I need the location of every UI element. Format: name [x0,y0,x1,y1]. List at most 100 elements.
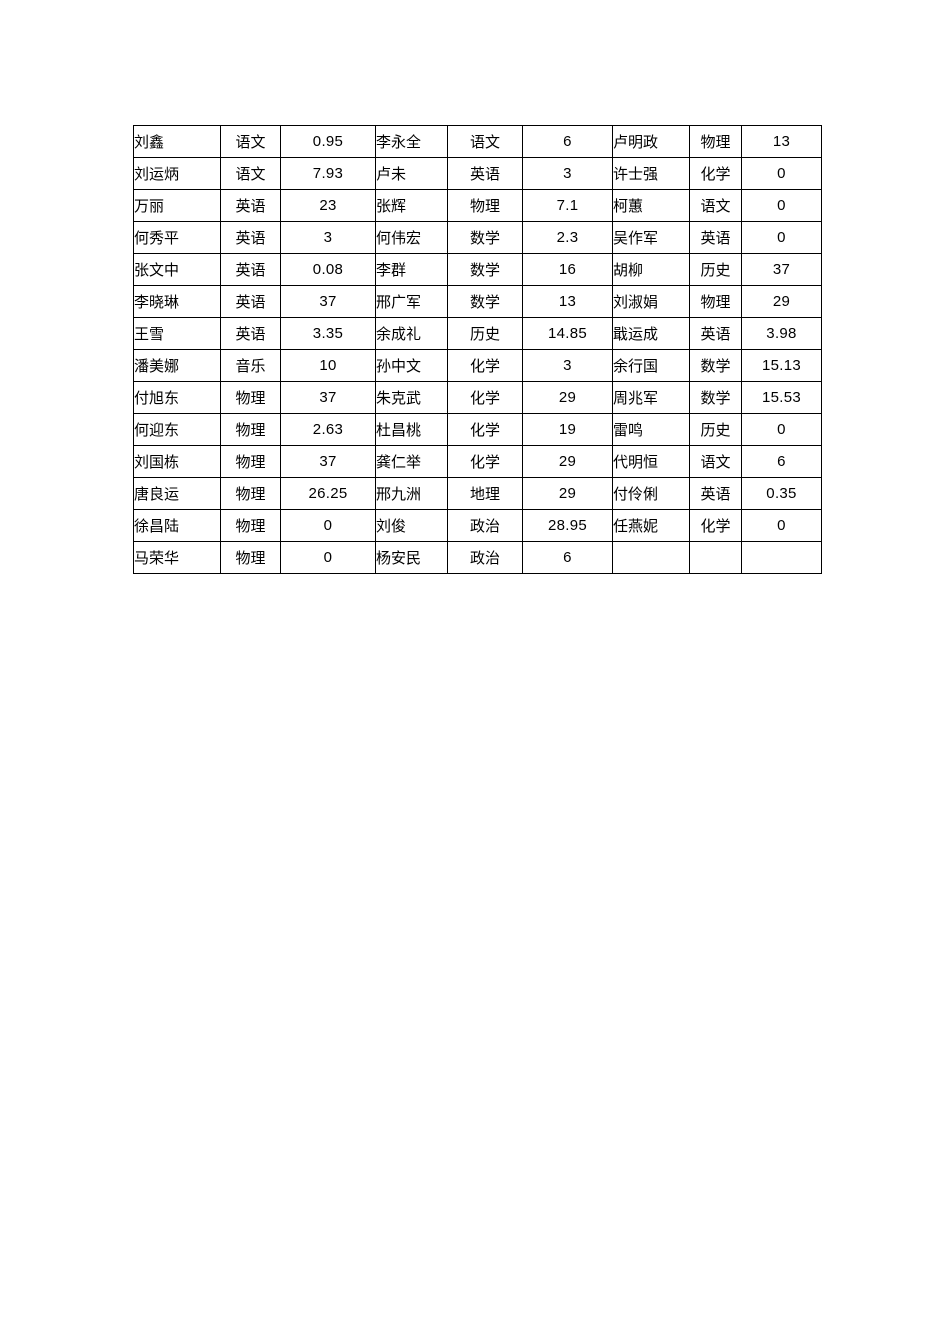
subject-cell: 历史 [447,317,523,350]
score-cell: 37 [741,253,822,286]
subject-cell: 语文 [689,189,742,222]
score-cell: 0.08 [280,253,376,286]
table-row: 刘运炳 语文 7.93 卢未 英语 3 许士强 化学 0 [133,157,822,190]
student-name-cell: 万丽 [133,189,221,222]
table-row: 李晓琳 英语 37 邢广军 数学 13 刘淑娟 物理 29 [133,285,822,318]
score-cell: 6 [522,125,613,158]
subject-cell: 化学 [447,381,523,414]
table-row: 刘鑫 语文 0.95 李永全 语文 6 卢明政 物理 13 [133,125,822,158]
subject-cell: 音乐 [220,349,281,382]
score-cell: 0 [280,509,376,542]
student-name-cell: 卢未 [375,157,448,190]
score-cell: 37 [280,381,376,414]
student-name-cell: 刘俊 [375,509,448,542]
score-cell: 3 [522,349,613,382]
score-cell: 2.63 [280,413,376,446]
score-cell [741,541,822,574]
score-cell: 16 [522,253,613,286]
student-name-cell: 龚仁举 [375,445,448,478]
student-name-cell: 何伟宏 [375,221,448,254]
student-name-cell: 付伶俐 [612,477,690,510]
student-name-cell: 张辉 [375,189,448,222]
subject-cell: 物理 [220,413,281,446]
student-name-cell: 何秀平 [133,221,221,254]
score-cell: 13 [741,125,822,158]
student-name-cell: 柯蕙 [612,189,690,222]
subject-cell: 英语 [220,189,281,222]
subject-cell: 政治 [447,541,523,574]
score-cell: 3.98 [741,317,822,350]
student-name-cell: 杨安民 [375,541,448,574]
student-name-cell: 李群 [375,253,448,286]
score-cell: 0.95 [280,125,376,158]
score-cell: 6 [522,541,613,574]
subject-cell: 语文 [220,125,281,158]
score-cell: 19 [522,413,613,446]
student-name-cell: 孙中文 [375,349,448,382]
score-cell: 0 [280,541,376,574]
student-name-cell: 邢九洲 [375,477,448,510]
student-name-cell: 朱克武 [375,381,448,414]
student-name-cell: 李晓琳 [133,285,221,318]
subject-cell: 化学 [689,157,742,190]
score-cell: 23 [280,189,376,222]
subject-cell: 物理 [220,477,281,510]
score-cell: 3 [522,157,613,190]
student-name-cell [612,541,690,574]
student-name-cell: 马荣华 [133,541,221,574]
subject-cell [689,541,742,574]
subject-cell: 英语 [447,157,523,190]
table-row: 马荣华 物理 0 杨安民 政治 6 [133,541,822,574]
student-name-cell: 任燕妮 [612,509,690,542]
table-row: 何秀平 英语 3 何伟宏 数学 2.3 吴作军 英语 0 [133,221,822,254]
score-cell: 29 [741,285,822,318]
score-cell: 0 [741,509,822,542]
table-row: 何迎东 物理 2.63 杜昌桃 化学 19 雷鸣 历史 0 [133,413,822,446]
subject-cell: 英语 [689,221,742,254]
student-name-cell: 王雪 [133,317,221,350]
student-name-cell: 周兆军 [612,381,690,414]
subject-cell: 数学 [447,285,523,318]
grades-table-body: 刘鑫 语文 0.95 李永全 语文 6 卢明政 物理 13 刘运炳 语文 7.93 卢未 英语 3 许士强 化学… [133,125,822,574]
student-name-cell: 吴作军 [612,221,690,254]
subject-cell: 物理 [220,541,281,574]
score-cell: 0 [741,221,822,254]
subject-cell: 地理 [447,477,523,510]
student-name-cell: 许士强 [612,157,690,190]
score-cell: 13 [522,285,613,318]
student-name-cell: 余行国 [612,349,690,382]
subject-cell: 语文 [447,125,523,158]
subject-cell: 英语 [220,221,281,254]
subject-cell: 英语 [689,477,742,510]
table-row: 唐良运 物理 26.25 邢九洲 地理 29 付伶俐 英语 0.35 [133,477,822,510]
subject-cell: 英语 [220,253,281,286]
subject-cell: 政治 [447,509,523,542]
subject-cell: 物理 [689,125,742,158]
score-cell: 0 [741,189,822,222]
subject-cell: 化学 [689,509,742,542]
score-cell: 0 [741,157,822,190]
table-row: 张文中 英语 0.08 李群 数学 16 胡柳 历史 37 [133,253,822,286]
score-cell: 15.13 [741,349,822,382]
subject-cell: 化学 [447,445,523,478]
score-cell: 7.93 [280,157,376,190]
student-name-cell: 刘鑫 [133,125,221,158]
score-cell: 28.95 [522,509,613,542]
subject-cell: 物理 [220,509,281,542]
student-name-cell: 戢运成 [612,317,690,350]
score-cell: 26.25 [280,477,376,510]
student-name-cell: 徐昌陆 [133,509,221,542]
student-name-cell: 付旭东 [133,381,221,414]
student-name-cell: 代明恒 [612,445,690,478]
subject-cell: 语文 [220,157,281,190]
subject-cell: 数学 [689,349,742,382]
table-row: 徐昌陆 物理 0 刘俊 政治 28.95 任燕妮 化学 0 [133,509,822,542]
score-cell: 10 [280,349,376,382]
subject-cell: 语文 [689,445,742,478]
score-cell: 37 [280,445,376,478]
table-row: 刘国栋 物理 37 龚仁举 化学 29 代明恒 语文 6 [133,445,822,478]
score-cell: 2.3 [522,221,613,254]
subject-cell: 化学 [447,413,523,446]
table-row: 万丽 英语 23 张辉 物理 7.1 柯蕙 语文 0 [133,189,822,222]
